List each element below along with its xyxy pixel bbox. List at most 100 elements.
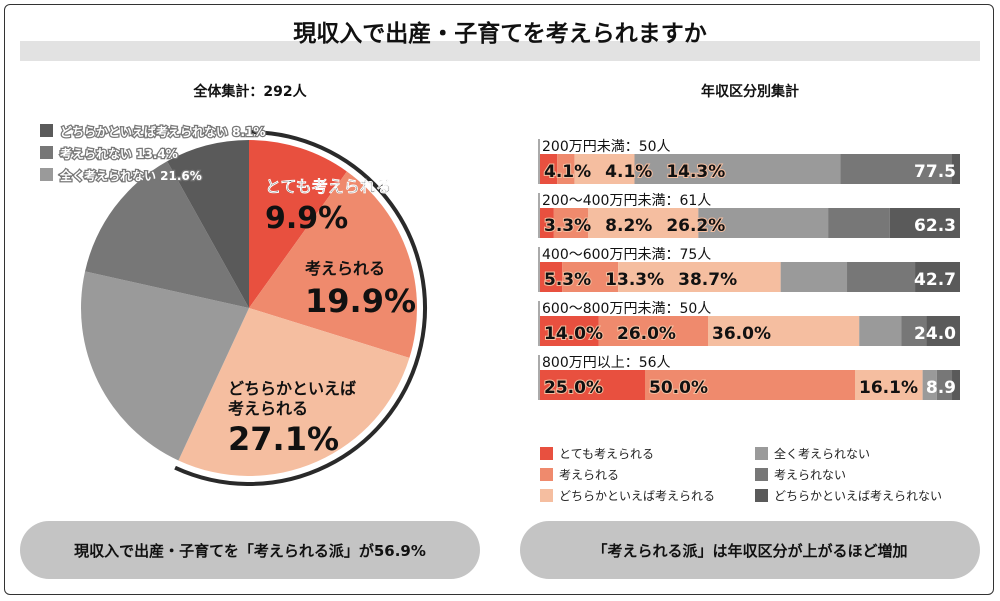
bar-segment (922, 370, 937, 400)
legend-label: とても考えられる (559, 447, 655, 461)
conclusion-right: 「考えられる派」は年収区分が上がるほど増加 (520, 521, 980, 579)
bar-segment (557, 154, 575, 184)
pie-slice-value: 19.9% (305, 282, 416, 320)
bar-gray-total-label: 8.9 (926, 378, 956, 398)
bar-segment (855, 370, 923, 400)
pie-slice-label: とても考えられる (265, 177, 392, 196)
legend-swatch (40, 146, 53, 159)
bar-segment (952, 370, 960, 400)
bar-data-label: 4.1% (605, 162, 652, 182)
bar-segment (889, 208, 960, 238)
bar-data-label: 8.2% (605, 216, 652, 236)
frame (4, 4, 994, 595)
main-title: 現収入で出産・子育てを考えられますか (293, 21, 707, 47)
bar-data-label: 26.2% (666, 216, 725, 236)
bar-segment (645, 370, 855, 400)
bar-segment (847, 262, 916, 292)
legend-swatch (755, 468, 768, 481)
bar-segment (936, 370, 953, 400)
highlight-arc (174, 130, 427, 486)
bar-segment (780, 262, 848, 292)
legend-label: どちらかといえば考えられない (774, 489, 943, 503)
bar-data-label: 26.0% (617, 324, 676, 344)
pie-slice-label: 考えられる (305, 259, 385, 278)
legend-swatch (755, 447, 768, 460)
stacked-bar-chart: 200万円未満：50人 4.1% 4.1% 14.3% 77.5 200〜400万円未満：… (538, 139, 960, 400)
legend-item: 考えられる (540, 466, 619, 483)
legend-item: どちらかといえば考えられない (755, 487, 942, 504)
bar-segment (562, 262, 619, 292)
bar-segment (574, 154, 635, 184)
pie-title: 全体集計：292人 (193, 84, 307, 100)
bar-data-label: 3.3% (544, 216, 591, 236)
legend-label: 考えられない (774, 468, 847, 482)
bar-category-label: 200万円未満：50人 (542, 139, 671, 155)
bar-segment (588, 208, 699, 238)
bar-data-label: 5.3% (544, 270, 591, 290)
bar-data-label: 25.0% (544, 378, 603, 398)
bar-segment (698, 208, 829, 238)
bar-category-label: 200〜400万円未満：61人 (542, 193, 711, 209)
bar-segment (540, 154, 558, 184)
pie-slice (178, 308, 410, 476)
pie-slice-label: 考えられる (228, 399, 308, 418)
bar-segment (598, 316, 708, 346)
legend-label: どちらかといえば考えられる (559, 489, 716, 503)
pie-slice (249, 140, 347, 308)
legend-swatch (540, 468, 553, 481)
bar-segment (540, 316, 599, 346)
bar-title: 年収区分別集計 (701, 84, 799, 100)
legend-label: 全く考えられない 21.6% (59, 168, 202, 183)
bar-gray-total-label: 62.3 (914, 216, 956, 236)
legend-item: 全く考えられない (755, 445, 870, 462)
pie-slice-value: 27.1% (228, 420, 339, 458)
pie-slice-label: どちらかといえば (228, 379, 356, 398)
bar-data-label: 4.1% (544, 162, 591, 182)
bar-data-label: 50.0% (649, 378, 708, 398)
legend-swatch (540, 489, 553, 502)
bar-segment (926, 316, 960, 346)
bar-category-label: 600〜800万円未満：50人 (542, 301, 711, 317)
legend-swatch (40, 124, 53, 137)
pie-slice-value: 9.9% (265, 201, 348, 236)
bar-data-label: 13.3% (605, 270, 664, 290)
bar-segment (618, 262, 781, 292)
legend-label: 考えられる (559, 468, 620, 482)
bar-segment (859, 316, 902, 346)
bar-segment (540, 370, 645, 400)
bar-segment (901, 316, 927, 346)
bar-data-label: 14.3% (666, 162, 725, 182)
pie-slice (85, 161, 249, 308)
legend-swatch (40, 168, 53, 181)
bar-category-label: 800万円以上：56人 (542, 355, 671, 371)
bar-segment (828, 208, 890, 238)
bar-gray-total-label: 24.0 (914, 324, 956, 344)
bar-segment (951, 154, 960, 184)
title-bar (20, 41, 980, 61)
legend-label: 全く考えられない (774, 447, 871, 461)
legend-label: 考えられない 13.4% (60, 146, 178, 161)
bar-data-label: 38.7% (678, 270, 737, 290)
conclusion-left: 現収入で出産・子育てを「考えられる派」が56.9% (20, 521, 480, 579)
legend-swatch (540, 447, 553, 460)
bar-data-label: 14.0% (544, 324, 603, 344)
pie-chart: とても考えられる9.9%考えられる19.9%どちらかといえば考えられる27.1%… (40, 123, 427, 486)
pie-slice (167, 140, 249, 308)
bar-data-label: 16.1% (859, 378, 918, 398)
bar-data-label: 36.0% (712, 324, 771, 344)
legend-item: どちらかといえば考えられる (540, 487, 715, 504)
legend-item: 考えられない (755, 466, 846, 483)
bar-segment (708, 316, 860, 346)
bar-segment (540, 208, 554, 238)
bar-segment (634, 154, 841, 184)
bar-category-label: 400〜600万円未満：75人 (542, 247, 711, 263)
legend-item: とても考えられる (540, 445, 654, 462)
legend-swatch (755, 489, 768, 502)
bar-segment (840, 154, 952, 184)
pie-slice (249, 171, 417, 358)
pie-slice (81, 271, 249, 461)
bar-gray-total-label: 42.7 (914, 270, 956, 290)
bar-segment (553, 208, 589, 238)
bar-gray-total-label: 77.5 (914, 162, 956, 182)
